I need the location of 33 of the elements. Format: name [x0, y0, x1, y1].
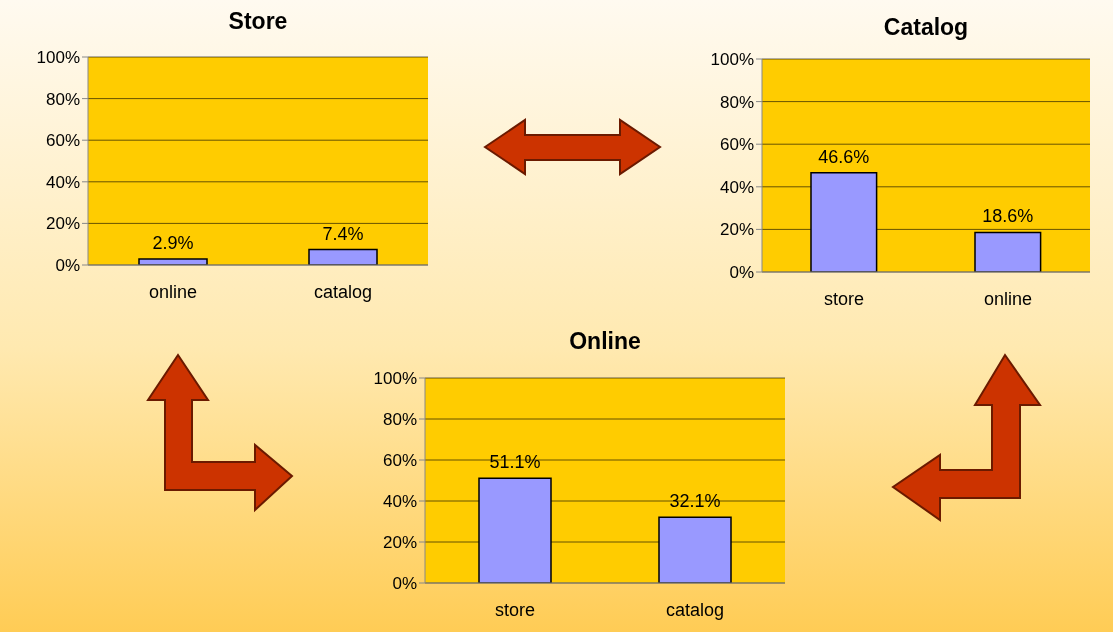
x-tick-label: store [823, 288, 865, 309]
y-tick-label: 100% [36, 48, 80, 68]
chart-title: Catalog [882, 14, 970, 41]
y-tick-label: 80% [719, 92, 754, 112]
y-tick-label: 100% [710, 50, 754, 70]
data-label: 7.4% [322, 223, 364, 244]
x-tick-label: catalog [313, 281, 373, 302]
data-label: 2.9% [152, 232, 194, 253]
x-tick-label: catalog [665, 599, 725, 620]
x-tick-label: online [983, 288, 1033, 309]
y-tick-label: 40% [382, 492, 417, 512]
y-tick-label: 20% [719, 220, 754, 240]
y-tick-label: 0% [729, 263, 754, 283]
y-tick-label: 40% [719, 177, 754, 197]
y-tick-label: 20% [382, 533, 417, 553]
chart-title: Store [227, 8, 289, 35]
y-tick-label: 0% [55, 256, 80, 276]
y-tick-label: 60% [45, 131, 80, 151]
x-tick-label: store [494, 599, 536, 620]
y-tick-label: 80% [45, 89, 80, 109]
x-tick-label: online [148, 281, 198, 302]
y-tick-label: 80% [382, 410, 417, 430]
data-label: 46.6% [818, 146, 870, 167]
y-tick-label: 100% [373, 369, 417, 389]
chart-title: Online [568, 328, 642, 355]
y-tick-label: 60% [719, 135, 754, 155]
y-tick-label: 0% [392, 574, 417, 594]
y-tick-label: 20% [45, 214, 80, 234]
y-tick-label: 40% [45, 172, 80, 192]
y-tick-label: 60% [382, 451, 417, 471]
data-label: 18.6% [982, 206, 1034, 227]
data-label: 32.1% [669, 491, 721, 512]
data-label: 51.1% [489, 452, 541, 473]
